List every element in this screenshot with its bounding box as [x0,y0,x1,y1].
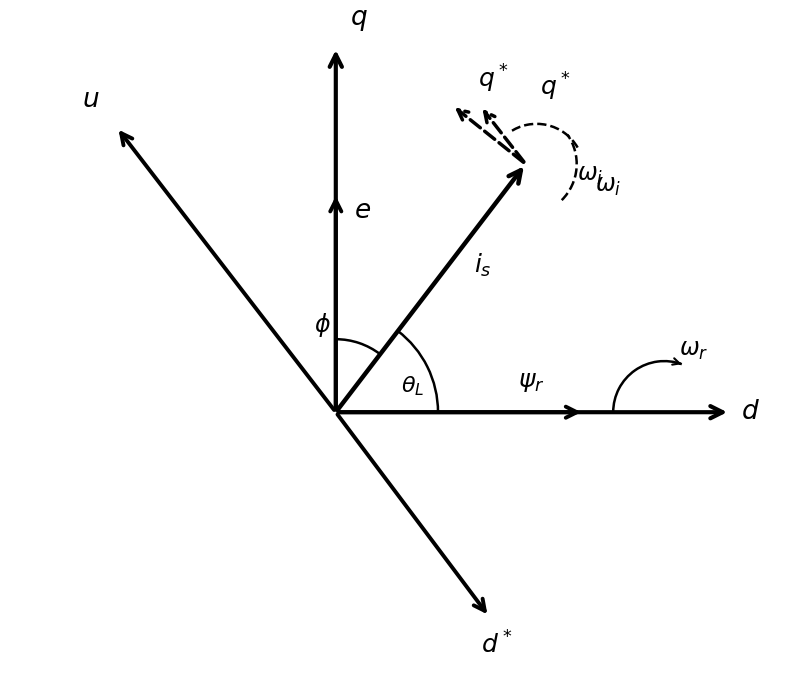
Text: $\phi$: $\phi$ [314,310,330,339]
Text: $d^*$: $d^*$ [480,631,512,658]
Text: $\omega_i$: $\omega_i$ [576,163,602,187]
Text: $q^*$: $q^*$ [540,71,570,103]
Text: $\psi_r$: $\psi_r$ [517,370,545,394]
Text: $e$: $e$ [354,198,371,225]
Text: $\omega_i$: $\omega_i$ [594,174,621,198]
Text: $\omega_r$: $\omega_r$ [678,338,707,362]
Text: $q$: $q$ [350,7,367,32]
Text: $\theta_L$: $\theta_L$ [401,375,424,398]
Text: $q^*$: $q^*$ [477,63,508,94]
Text: $i_s$: $i_s$ [474,252,492,279]
Text: $u$: $u$ [83,87,100,113]
Text: $d$: $d$ [740,399,759,425]
